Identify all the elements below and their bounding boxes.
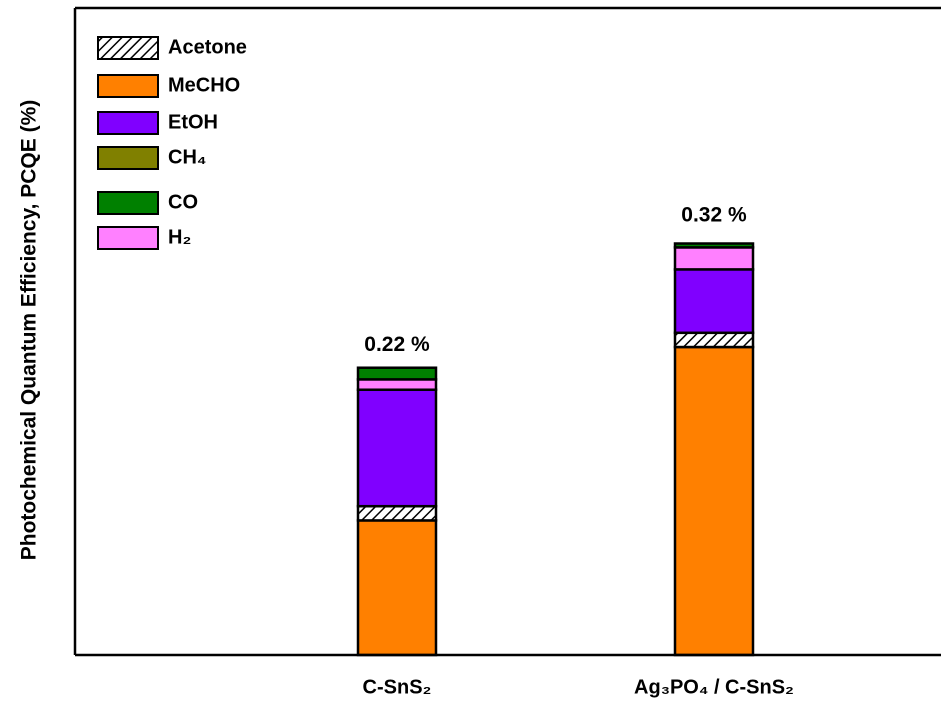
bar-segment — [673, 345, 755, 657]
legend-label: Acetone — [168, 36, 247, 58]
bar-segment — [673, 246, 755, 271]
bar-segment — [673, 268, 755, 335]
legend-swatch — [97, 191, 159, 215]
total-label: 0.22 % — [364, 333, 430, 356]
legend-label: MeCHO — [168, 74, 240, 96]
bar-segment — [673, 242, 755, 249]
legend-label: CO — [168, 191, 198, 213]
legend-swatch — [97, 226, 159, 250]
total-label: 0.32 % — [681, 203, 747, 226]
legend-label: H₂ — [168, 226, 191, 248]
bar-segment — [673, 331, 755, 349]
y-axis-label: Photochemical Quantum Efficiency, PCQE (… — [18, 100, 41, 561]
bar-segment — [356, 519, 438, 657]
legend-swatch — [97, 111, 159, 135]
legend-label: EtOH — [168, 111, 218, 133]
x-tick-label: C-SnS₂ — [363, 676, 432, 698]
legend-swatch — [97, 146, 159, 170]
legend-label: CH₄ — [168, 146, 206, 168]
bar-segment — [356, 378, 438, 391]
bar-segment — [356, 366, 438, 381]
x-tick-label: Ag₃PO₄ / C-SnS₂ — [634, 676, 794, 698]
legend-swatch — [97, 36, 159, 60]
bar-segment — [356, 504, 438, 522]
bar-segment — [356, 388, 438, 508]
legend-swatch — [97, 74, 159, 98]
